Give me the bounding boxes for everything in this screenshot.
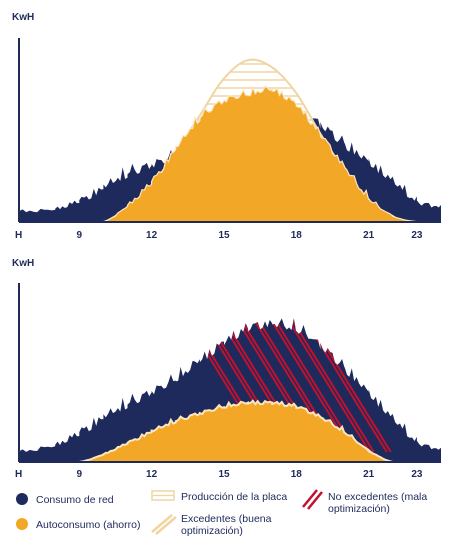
hatched-box-icon (151, 490, 175, 501)
chart-bottom-x-tick-12: 12 (146, 469, 158, 480)
legend-label: Consumo de red (36, 494, 114, 506)
chart-bottom-x-tick-18: 18 (291, 469, 303, 480)
cream-double-line-icon (151, 514, 177, 535)
chart-bottom-series-autoconsumo (79, 399, 394, 463)
navy-dot-icon (16, 493, 28, 505)
chart-bottom-x-tick-9: 9 (77, 469, 83, 480)
legend-item-consumo-de-red: Consumo de red (16, 493, 114, 506)
legend-item-produccion-de-la-placa: Producción de la placa (151, 490, 287, 503)
chart-bottom-x-tick-21: 21 (363, 469, 375, 480)
legend: Consumo de red Autoconsumo (ahorro) Prod… (16, 489, 430, 537)
legend-label: Autoconsumo (ahorro) (36, 519, 140, 531)
chart-top-x-tick-18: 18 (291, 230, 303, 241)
no-excedentes-line (276, 318, 371, 453)
chart-bottom-x-origin-label: H (15, 469, 22, 480)
legend-label: No excedentes (mala optimización) (328, 491, 430, 515)
legend-item-autoconsumo: Autoconsumo (ahorro) (16, 518, 140, 531)
chart-top-series-autoconsumo (103, 85, 417, 223)
legend-label: Producción de la placa (181, 491, 287, 503)
legend-label: Excedentes (buena optimización) (181, 513, 274, 537)
chart-top-x-tick-21: 21 (363, 230, 375, 241)
chart-bottom-ylabel: KwH (12, 258, 34, 269)
chart-bottom-x-tick-23: 23 (411, 469, 423, 480)
chart-top-x-tick-12: 12 (146, 230, 158, 241)
chart-top-x-tick-9: 9 (77, 230, 83, 241)
chart-top-x-tick-23: 23 (411, 230, 423, 241)
chart-top-x-tick-15: 15 (218, 230, 230, 241)
chart-top-ylabel: KwH (12, 12, 34, 23)
orange-dot-icon (16, 518, 28, 530)
chart-top-x-origin-label: H (15, 230, 22, 241)
legend-item-no-excedentes: No excedentes (mala optimización) (302, 489, 430, 515)
chart-bottom-x-tick-15: 15 (218, 469, 230, 480)
red-double-line-icon (302, 489, 323, 510)
legend-item-excedentes: Excedentes (buena optimización) (151, 513, 274, 537)
chart-bottom: KwH H 9 12 15 18 21 23 (12, 258, 441, 480)
chart-top: KwH H 9 12 15 18 21 23 (12, 12, 441, 241)
